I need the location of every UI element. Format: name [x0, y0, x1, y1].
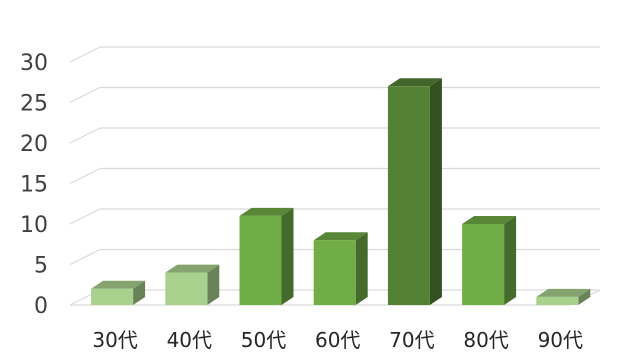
bar — [536, 288, 591, 305]
bar — [91, 280, 146, 305]
gridline-side — [69, 248, 101, 266]
x-tick-label: 40代 — [167, 328, 212, 352]
y-tick-label: 20 — [20, 132, 48, 157]
gridline-side — [69, 86, 101, 104]
y-tick-label: 30 — [20, 51, 48, 76]
bar-front — [165, 272, 208, 305]
bar-front — [239, 215, 282, 305]
bars — [91, 78, 591, 305]
x-tick-label: 80代 — [463, 328, 508, 352]
bar-top — [387, 78, 442, 87]
gridline-side — [69, 46, 101, 63]
x-tick-label: 70代 — [389, 328, 434, 352]
y-axis-ticks: 0 5 10 15 20 25 30 — [20, 51, 48, 319]
bar-side — [578, 288, 591, 305]
bar-side — [207, 264, 220, 305]
x-tick-label: 50代 — [241, 328, 286, 352]
gridline-side — [69, 167, 101, 185]
bar-side — [429, 78, 442, 305]
bar-top — [239, 207, 294, 216]
bar — [462, 216, 517, 305]
bar-front — [313, 240, 356, 305]
bar-top — [91, 280, 146, 289]
bar-side — [281, 207, 294, 305]
y-tick-label: 0 — [34, 294, 48, 319]
x-axis-ticks: 30代 40代 50代 60代 70代 80代 90代 — [92, 328, 583, 352]
bar — [387, 78, 442, 305]
bar-top — [536, 288, 591, 297]
bar-front — [536, 296, 579, 305]
x-tick-label: 90代 — [538, 328, 583, 352]
bar-side — [504, 216, 517, 305]
y-tick-label: 25 — [20, 92, 48, 117]
bar-front — [462, 224, 505, 305]
bar-top — [313, 232, 368, 241]
gridline-side — [69, 127, 101, 144]
bar — [313, 232, 368, 305]
bar-side — [133, 280, 146, 305]
bar — [165, 264, 220, 305]
bar-top — [462, 216, 517, 224]
gridline-side — [69, 208, 101, 225]
bar-top — [165, 264, 220, 273]
y-tick-label: 5 — [34, 254, 48, 279]
x-tick-label: 30代 — [92, 328, 137, 352]
bar — [239, 207, 294, 305]
bar-front — [91, 288, 134, 305]
x-tick-label: 60代 — [315, 328, 360, 352]
y-tick-label: 15 — [20, 173, 48, 198]
bar-front — [387, 86, 430, 305]
y-tick-label: 10 — [20, 213, 48, 238]
bar-side — [355, 232, 368, 305]
